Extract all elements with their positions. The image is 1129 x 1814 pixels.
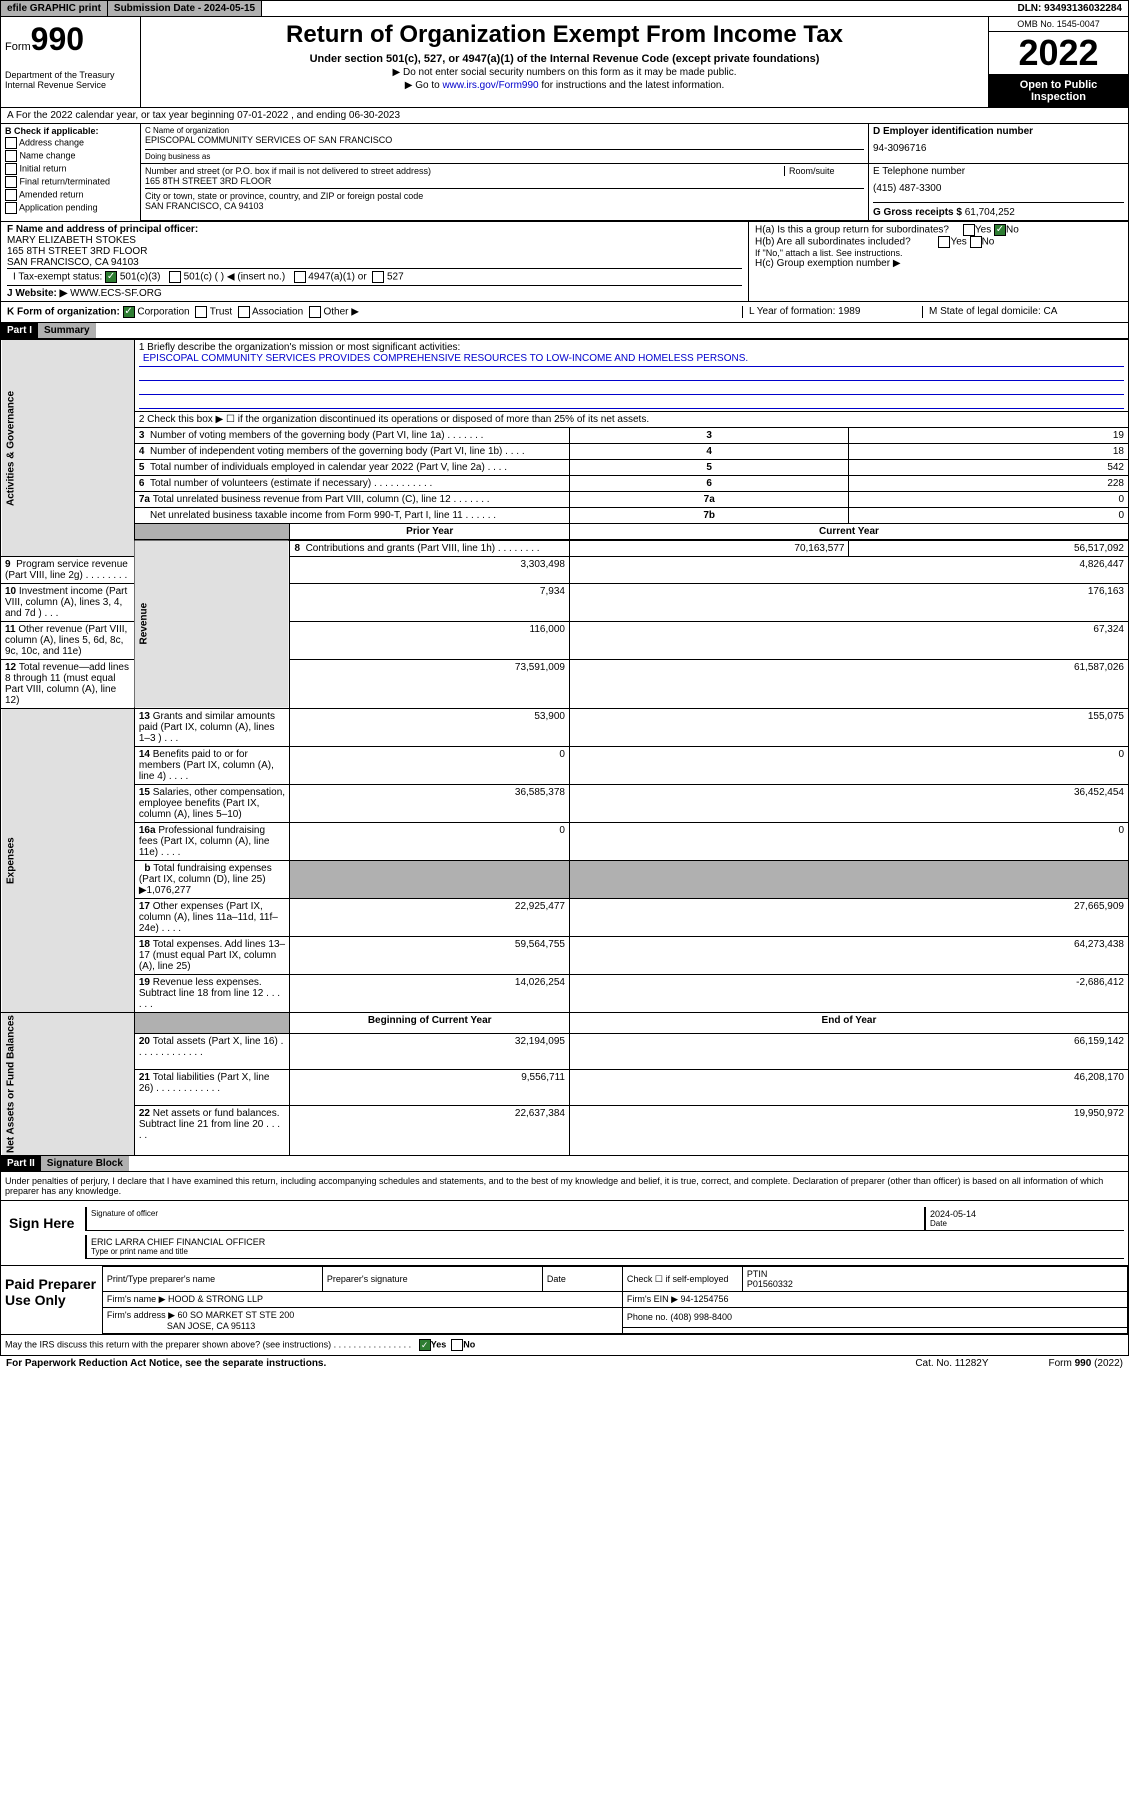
- table-row: 18 Total expenses. Add lines 13–17 (must…: [1, 937, 1129, 975]
- ein-value: 94-3096716: [873, 143, 1124, 154]
- checkbox-ha-no[interactable]: ✓: [994, 224, 1006, 236]
- officer-name: MARY ELIZABETH STOKES: [7, 235, 742, 246]
- table-row: 16a Professional fundraising fees (Part …: [1, 823, 1129, 861]
- table-row: Net unrelated business taxable income fr…: [1, 508, 1129, 524]
- top-bar: efile GRAPHIC print Submission Date - 20…: [0, 0, 1129, 17]
- checkbox-4947[interactable]: [294, 271, 306, 283]
- city-state-zip: SAN FRANCISCO, CA 94103: [145, 201, 864, 211]
- checkbox-527[interactable]: [372, 271, 384, 283]
- summary-table: Activities & Governance 1 Briefly descri…: [0, 339, 1129, 1156]
- firm-name: HOOD & STRONG LLP: [168, 1294, 263, 1304]
- checkbox-discuss-no[interactable]: [451, 1339, 463, 1351]
- tax-year: 2022: [989, 32, 1128, 75]
- part1-header: Part I: [1, 323, 38, 338]
- table-row: 22 Net assets or fund balances. Subtract…: [1, 1105, 1129, 1155]
- part2-header: Part II: [1, 1156, 41, 1171]
- table-row: 21 Total liabilities (Part X, line 26) .…: [1, 1069, 1129, 1105]
- checkbox-501c3[interactable]: ✓: [105, 271, 117, 283]
- table-row: 5 Total number of individuals employed i…: [1, 460, 1129, 476]
- mission-text: EPISCOPAL COMMUNITY SERVICES PROVIDES CO…: [139, 353, 1124, 367]
- officer-addr2: SAN FRANCISCO, CA 94103: [7, 257, 742, 268]
- firm-addr2: SAN JOSE, CA 95113: [167, 1321, 255, 1331]
- table-row: 20 Total assets (Part X, line 16) . . . …: [1, 1034, 1129, 1070]
- street-address: 165 8TH STREET 3RD FLOOR: [145, 176, 864, 186]
- state-domicile: CA: [1044, 306, 1058, 317]
- tab-expenses: Expenses: [1, 709, 135, 1013]
- firm-phone: (408) 998-8400: [670, 1312, 732, 1322]
- table-row: 14 Benefits paid to or for members (Part…: [1, 747, 1129, 785]
- part1-title: Summary: [38, 323, 96, 338]
- table-row: 15 Salaries, other compensation, employe…: [1, 785, 1129, 823]
- phone-label: E Telephone number: [873, 166, 1124, 177]
- dba-label: Doing business as: [145, 149, 864, 161]
- ptin-value: P01560332: [747, 1279, 1123, 1289]
- paid-preparer-label: Paid Preparer Use Only: [1, 1266, 102, 1334]
- line-a: A For the 2022 calendar year, or tax yea…: [0, 108, 1129, 124]
- ein-label: D Employer identification number: [873, 126, 1124, 137]
- table-row: 17 Other expenses (Part IX, column (A), …: [1, 899, 1129, 937]
- section-k: K Form of organization: ✓ Corporation Tr…: [0, 302, 1129, 323]
- officer-signature: ERIC LARRA CHIEF FINANCIAL OFFICER: [91, 1237, 1120, 1247]
- preparer-table: Print/Type preparer's name Preparer's si…: [102, 1266, 1128, 1334]
- firm-addr1: 60 SO MARKET ST STE 200: [178, 1310, 295, 1320]
- note-link: ▶ Go to www.irs.gov/Form990 for instruct…: [145, 80, 984, 91]
- table-row: 7a Total unrelated business revenue from…: [1, 492, 1129, 508]
- form-title: Return of Organization Exempt From Incom…: [145, 21, 984, 49]
- officer-addr1: 165 8TH STREET 3RD FLOOR: [7, 246, 742, 257]
- name-label: C Name of organization: [145, 126, 864, 135]
- firm-ein: 94-1254756: [681, 1294, 729, 1304]
- irs-link[interactable]: www.irs.gov/Form990: [442, 80, 538, 91]
- table-row: 6 Total number of volunteers (estimate i…: [1, 476, 1129, 492]
- checkbox-corp[interactable]: ✓: [123, 306, 135, 318]
- table-row: 19 Revenue less expenses. Subtract line …: [1, 975, 1129, 1013]
- checkbox-501c[interactable]: [169, 271, 181, 283]
- gross-value: 61,704,252: [965, 207, 1015, 218]
- form-number: Form990: [5, 21, 136, 58]
- submission-date: Submission Date - 2024-05-15: [108, 1, 262, 16]
- tab-revenue: Revenue: [134, 540, 290, 709]
- dept-label: Department of the Treasury Internal Reve…: [5, 70, 136, 90]
- section-bcd: B Check if applicable: Address change Na…: [0, 124, 1129, 222]
- sign-here-label: Sign Here: [5, 1205, 85, 1261]
- dln-label: DLN: 93493136032284: [1011, 1, 1128, 16]
- section-fhij: F Name and address of principal officer:…: [0, 222, 1129, 302]
- gross-label: G Gross receipts $: [873, 207, 962, 218]
- form-subtitle: Under section 501(c), 527, or 4947(a)(1)…: [145, 53, 984, 65]
- checkbox-discuss-yes[interactable]: ✓: [419, 1339, 431, 1351]
- phone-value: (415) 487-3300: [873, 183, 1124, 194]
- note-ssn: ▶ Do not enter social security numbers o…: [145, 67, 984, 78]
- open-to-public: Open to Public Inspection: [989, 75, 1128, 107]
- part2-title: Signature Block: [41, 1156, 129, 1171]
- org-name: EPISCOPAL COMMUNITY SERVICES OF SAN FRAN…: [145, 135, 864, 145]
- section-b: B Check if applicable: Address change Na…: [1, 124, 141, 221]
- table-row: 3 Number of voting members of the govern…: [1, 428, 1129, 444]
- table-row: 4 Number of independent voting members o…: [1, 444, 1129, 460]
- website: WWW.ECS-SF.ORG: [70, 288, 162, 299]
- tab-netassets: Net Assets or Fund Balances: [1, 1013, 135, 1156]
- year-formation: 1989: [838, 306, 860, 317]
- declaration-text: Under penalties of perjury, I declare th…: [0, 1172, 1129, 1201]
- efile-button[interactable]: efile GRAPHIC print: [1, 1, 108, 16]
- tab-governance: Activities & Governance: [1, 340, 135, 557]
- form-header: Form990 Department of the Treasury Inter…: [0, 17, 1129, 108]
- omb-number: OMB No. 1545-0047: [989, 17, 1128, 32]
- table-row: b Total fundraising expenses (Part IX, c…: [1, 861, 1129, 899]
- page-footer: For Paperwork Reduction Act Notice, see …: [0, 1356, 1129, 1371]
